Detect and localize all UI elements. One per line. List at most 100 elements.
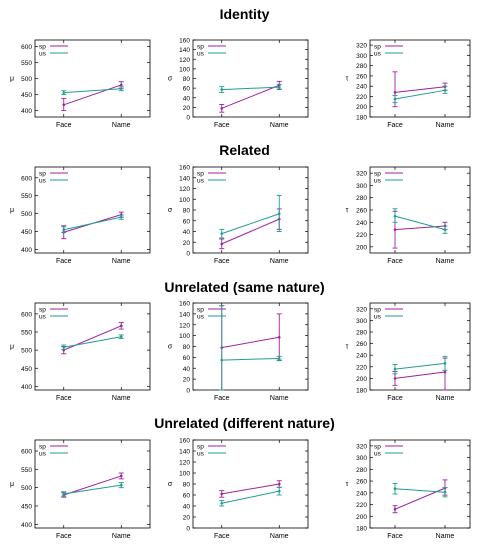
y-tick-label: 0 bbox=[186, 115, 190, 122]
y-tick-label: 550 bbox=[21, 60, 32, 67]
y-axis-label: τ bbox=[346, 481, 349, 488]
data-point-sp bbox=[393, 377, 397, 380]
y-tick-label: 220 bbox=[356, 502, 367, 509]
y-tick-label: 220 bbox=[356, 94, 367, 101]
y-tick-label: 300 bbox=[356, 318, 367, 325]
y-tick-label: 600 bbox=[21, 311, 32, 318]
series-line-sp bbox=[394, 86, 446, 93]
y-tick-label: 280 bbox=[356, 195, 367, 202]
series-us bbox=[219, 486, 282, 507]
plot-frame bbox=[369, 39, 471, 118]
y-tick-label: 100 bbox=[179, 333, 190, 340]
legend-label-us: us bbox=[374, 314, 382, 321]
legend-label-us: us bbox=[39, 178, 47, 185]
y-tick-label: 120 bbox=[179, 460, 190, 467]
y-tick-label: 550 bbox=[21, 193, 32, 200]
y-tick-label: 450 bbox=[21, 92, 32, 99]
y-axis-label: σ bbox=[168, 344, 173, 351]
series-line-sp bbox=[221, 218, 280, 245]
y-tick-label: 300 bbox=[356, 455, 367, 462]
y-tick-label: 450 bbox=[21, 504, 32, 511]
y-tick-label: 280 bbox=[356, 330, 367, 337]
series-us bbox=[219, 305, 282, 391]
x-tick-label: Face bbox=[214, 533, 230, 540]
y-tick-label: 20 bbox=[183, 377, 191, 384]
legend-label-us: us bbox=[374, 451, 382, 458]
series-sp bbox=[219, 80, 282, 113]
series-line-us bbox=[221, 86, 280, 91]
legend-label-sp: sp bbox=[39, 307, 46, 314]
data-point-us bbox=[220, 358, 224, 362]
y-tick-label: 180 bbox=[356, 526, 367, 533]
x-tick-label: Face bbox=[387, 533, 403, 540]
y-tick-label: 260 bbox=[356, 479, 367, 486]
series-us bbox=[392, 208, 448, 234]
legend-label-sp: sp bbox=[197, 444, 204, 451]
y-tick-label: 40 bbox=[183, 366, 191, 373]
series-us bbox=[61, 214, 124, 234]
x-tick-label: Name bbox=[270, 122, 289, 129]
y-tick-label: 180 bbox=[356, 388, 367, 395]
series-line-us bbox=[221, 357, 280, 361]
legend-label-us: us bbox=[374, 51, 382, 58]
y-tick-label: 0 bbox=[186, 526, 190, 533]
y-tick-label: 60 bbox=[183, 355, 191, 362]
y-tick-label: 240 bbox=[356, 220, 367, 227]
legend-label-sp: sp bbox=[197, 171, 204, 178]
y-axis-label: τ bbox=[346, 207, 349, 214]
y-axis-label: μ bbox=[10, 344, 14, 351]
series-sp bbox=[61, 81, 124, 112]
data-point-us bbox=[277, 489, 281, 493]
series-line-sp bbox=[221, 336, 280, 349]
series-line-us bbox=[63, 336, 122, 348]
y-axis-label: τ bbox=[346, 344, 349, 351]
y-tick-label: 200 bbox=[356, 104, 367, 111]
y-tick-label: 100 bbox=[179, 197, 190, 204]
y-tick-label: 80 bbox=[183, 208, 191, 215]
data-point-us bbox=[393, 214, 397, 218]
y-tick-label: 550 bbox=[21, 330, 32, 337]
series-line-us bbox=[221, 490, 280, 504]
y-tick-label: 200 bbox=[356, 376, 367, 383]
data-point-us bbox=[220, 88, 224, 91]
y-tick-label: 240 bbox=[356, 353, 367, 360]
y-tick-label: 100 bbox=[179, 66, 190, 73]
y-tick-label: 140 bbox=[179, 47, 190, 54]
y-tick-label: 400 bbox=[21, 522, 32, 529]
series-us bbox=[392, 355, 448, 375]
legend-label-us: us bbox=[374, 178, 382, 185]
series-line-sp bbox=[63, 475, 122, 496]
legend-label-sp: sp bbox=[374, 307, 381, 314]
series-line-sp bbox=[394, 225, 446, 231]
y-tick-label: 450 bbox=[21, 229, 32, 236]
data-point-us bbox=[62, 91, 66, 94]
y-tick-label: 160 bbox=[179, 301, 190, 308]
legend-label-sp: sp bbox=[197, 44, 204, 51]
series-sp bbox=[392, 210, 448, 249]
series-line-us bbox=[63, 88, 122, 94]
series-line-sp bbox=[63, 84, 122, 106]
data-point-us bbox=[119, 335, 123, 339]
y-tick-label: 120 bbox=[179, 186, 190, 193]
data-point-us bbox=[393, 97, 397, 101]
data-point-us bbox=[220, 501, 224, 505]
legend-label-us: us bbox=[197, 178, 205, 185]
legend-label-us: us bbox=[197, 51, 205, 58]
data-point-us bbox=[119, 87, 123, 91]
series-sp bbox=[61, 322, 124, 355]
y-axis-label: μ bbox=[10, 76, 14, 83]
y-tick-label: 500 bbox=[21, 76, 32, 83]
y-tick-label: 180 bbox=[356, 115, 367, 122]
y-tick-label: 0 bbox=[186, 251, 190, 258]
y-tick-label: 300 bbox=[356, 183, 367, 190]
x-tick-label: Face bbox=[214, 258, 230, 265]
data-point-sp bbox=[277, 482, 281, 486]
x-tick-label: Name bbox=[112, 258, 131, 265]
data-point-us bbox=[62, 492, 66, 496]
legend-label-sp: sp bbox=[39, 444, 46, 451]
y-tick-label: 240 bbox=[356, 490, 367, 497]
